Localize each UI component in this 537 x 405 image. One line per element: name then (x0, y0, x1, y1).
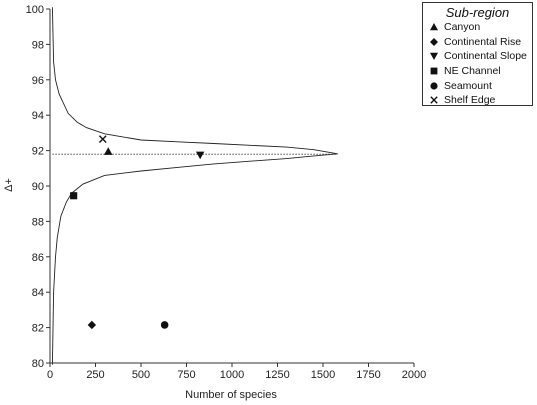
legend: Sub-region Canyon Continental Rise Contine… (422, 2, 533, 106)
y-tick-label: 92 (32, 146, 44, 158)
legend-item-shelf-edge: Shelf Edge (423, 93, 532, 108)
legend-label: NE Channel (444, 65, 501, 78)
funnel-upper-line (51, 7, 338, 155)
y-tick-label: 100 (26, 4, 44, 16)
plot-area (51, 7, 338, 365)
legend-label: Continental Rise (444, 35, 522, 48)
x-tick-label: 1000 (220, 369, 244, 381)
square-icon (430, 67, 438, 75)
y-tick-label: 86 (32, 252, 44, 264)
axes: 0 250 500 750 1000 1250 1500 1750 2000 80 82 84 86 88… (26, 4, 427, 381)
x-tick-label: 250 (86, 369, 104, 381)
legend-item-canyon: Canyon (423, 20, 532, 35)
legend-item-seamount: Seamount (423, 78, 532, 93)
legend-title: Sub-region (445, 5, 510, 20)
legend-marker-seamount (430, 82, 438, 90)
y-tick-label: 90 (32, 181, 44, 193)
legend-label: Shelf Edge (444, 94, 496, 107)
point-shelf-edge (98, 135, 107, 143)
point-ne-channel (70, 192, 78, 200)
y-tick-label: 98 (32, 39, 44, 51)
funnel-lower-line (51, 153, 338, 365)
x-tick-label: 2000 (402, 369, 426, 381)
legend-label: Canyon (444, 21, 481, 34)
point-seamount (160, 321, 169, 329)
y-tick-label: 96 (32, 75, 44, 87)
y-tick-label: 82 (32, 323, 44, 335)
x-tick-label: 1500 (311, 369, 335, 381)
point-shelf-edge-stroke (98, 135, 107, 143)
y-tick-label: 88 (32, 216, 44, 228)
triangle-down-icon (430, 53, 438, 61)
x-tick-label: 0 (47, 369, 53, 381)
x-icon-stroke (430, 96, 438, 104)
point-canyon (104, 147, 113, 155)
y-axis-label: Δ+ (3, 178, 15, 192)
legend-marker-shelf-edge (430, 96, 438, 104)
legend-items: Canyon Continental Rise Continental Slope N… (423, 20, 532, 108)
legend-item-continental-rise: Continental Rise (423, 35, 532, 50)
x-axis-label: Number of species (185, 389, 277, 401)
legend-marker-ne-channel (430, 67, 438, 75)
y-tick-label: 80 (32, 358, 44, 370)
legend-item-ne-channel: NE Channel (423, 64, 532, 79)
legend-marker-continental-slope (430, 53, 438, 61)
circle-icon (430, 82, 438, 90)
x-tick-label: 1750 (356, 369, 380, 381)
legend-label: Seamount (444, 79, 492, 92)
x-icon (430, 96, 438, 104)
y-tick-label: 94 (32, 110, 44, 122)
triangle-up-icon (430, 23, 438, 31)
point-continental-rise (87, 320, 97, 330)
diamond-icon (430, 37, 438, 46)
x-tick-label: 750 (177, 369, 195, 381)
x-tick-label: 1250 (265, 369, 289, 381)
y-tick-label: 84 (32, 287, 44, 299)
x-tick-label: 500 (132, 369, 150, 381)
legend-item-continental-slope: Continental Slope (423, 49, 532, 64)
legend-label: Continental Slope (444, 50, 527, 63)
legend-marker-canyon (430, 23, 438, 31)
point-continental-slope (195, 151, 205, 160)
legend-marker-continental-rise (430, 37, 438, 46)
